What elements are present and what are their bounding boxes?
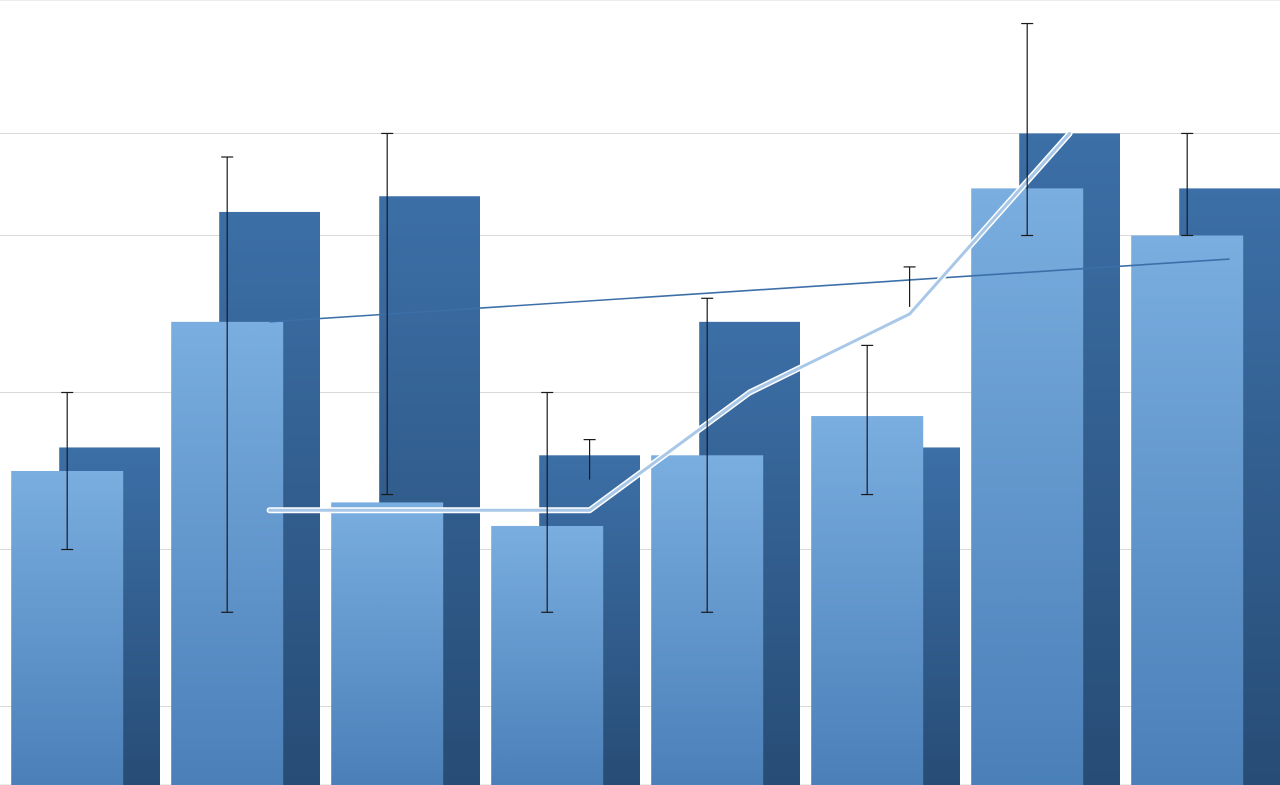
bar-front bbox=[1131, 236, 1243, 785]
bar-front bbox=[971, 188, 1083, 785]
chart-container bbox=[0, 0, 1280, 785]
combo-chart bbox=[0, 0, 1280, 785]
bar-front bbox=[331, 502, 443, 785]
